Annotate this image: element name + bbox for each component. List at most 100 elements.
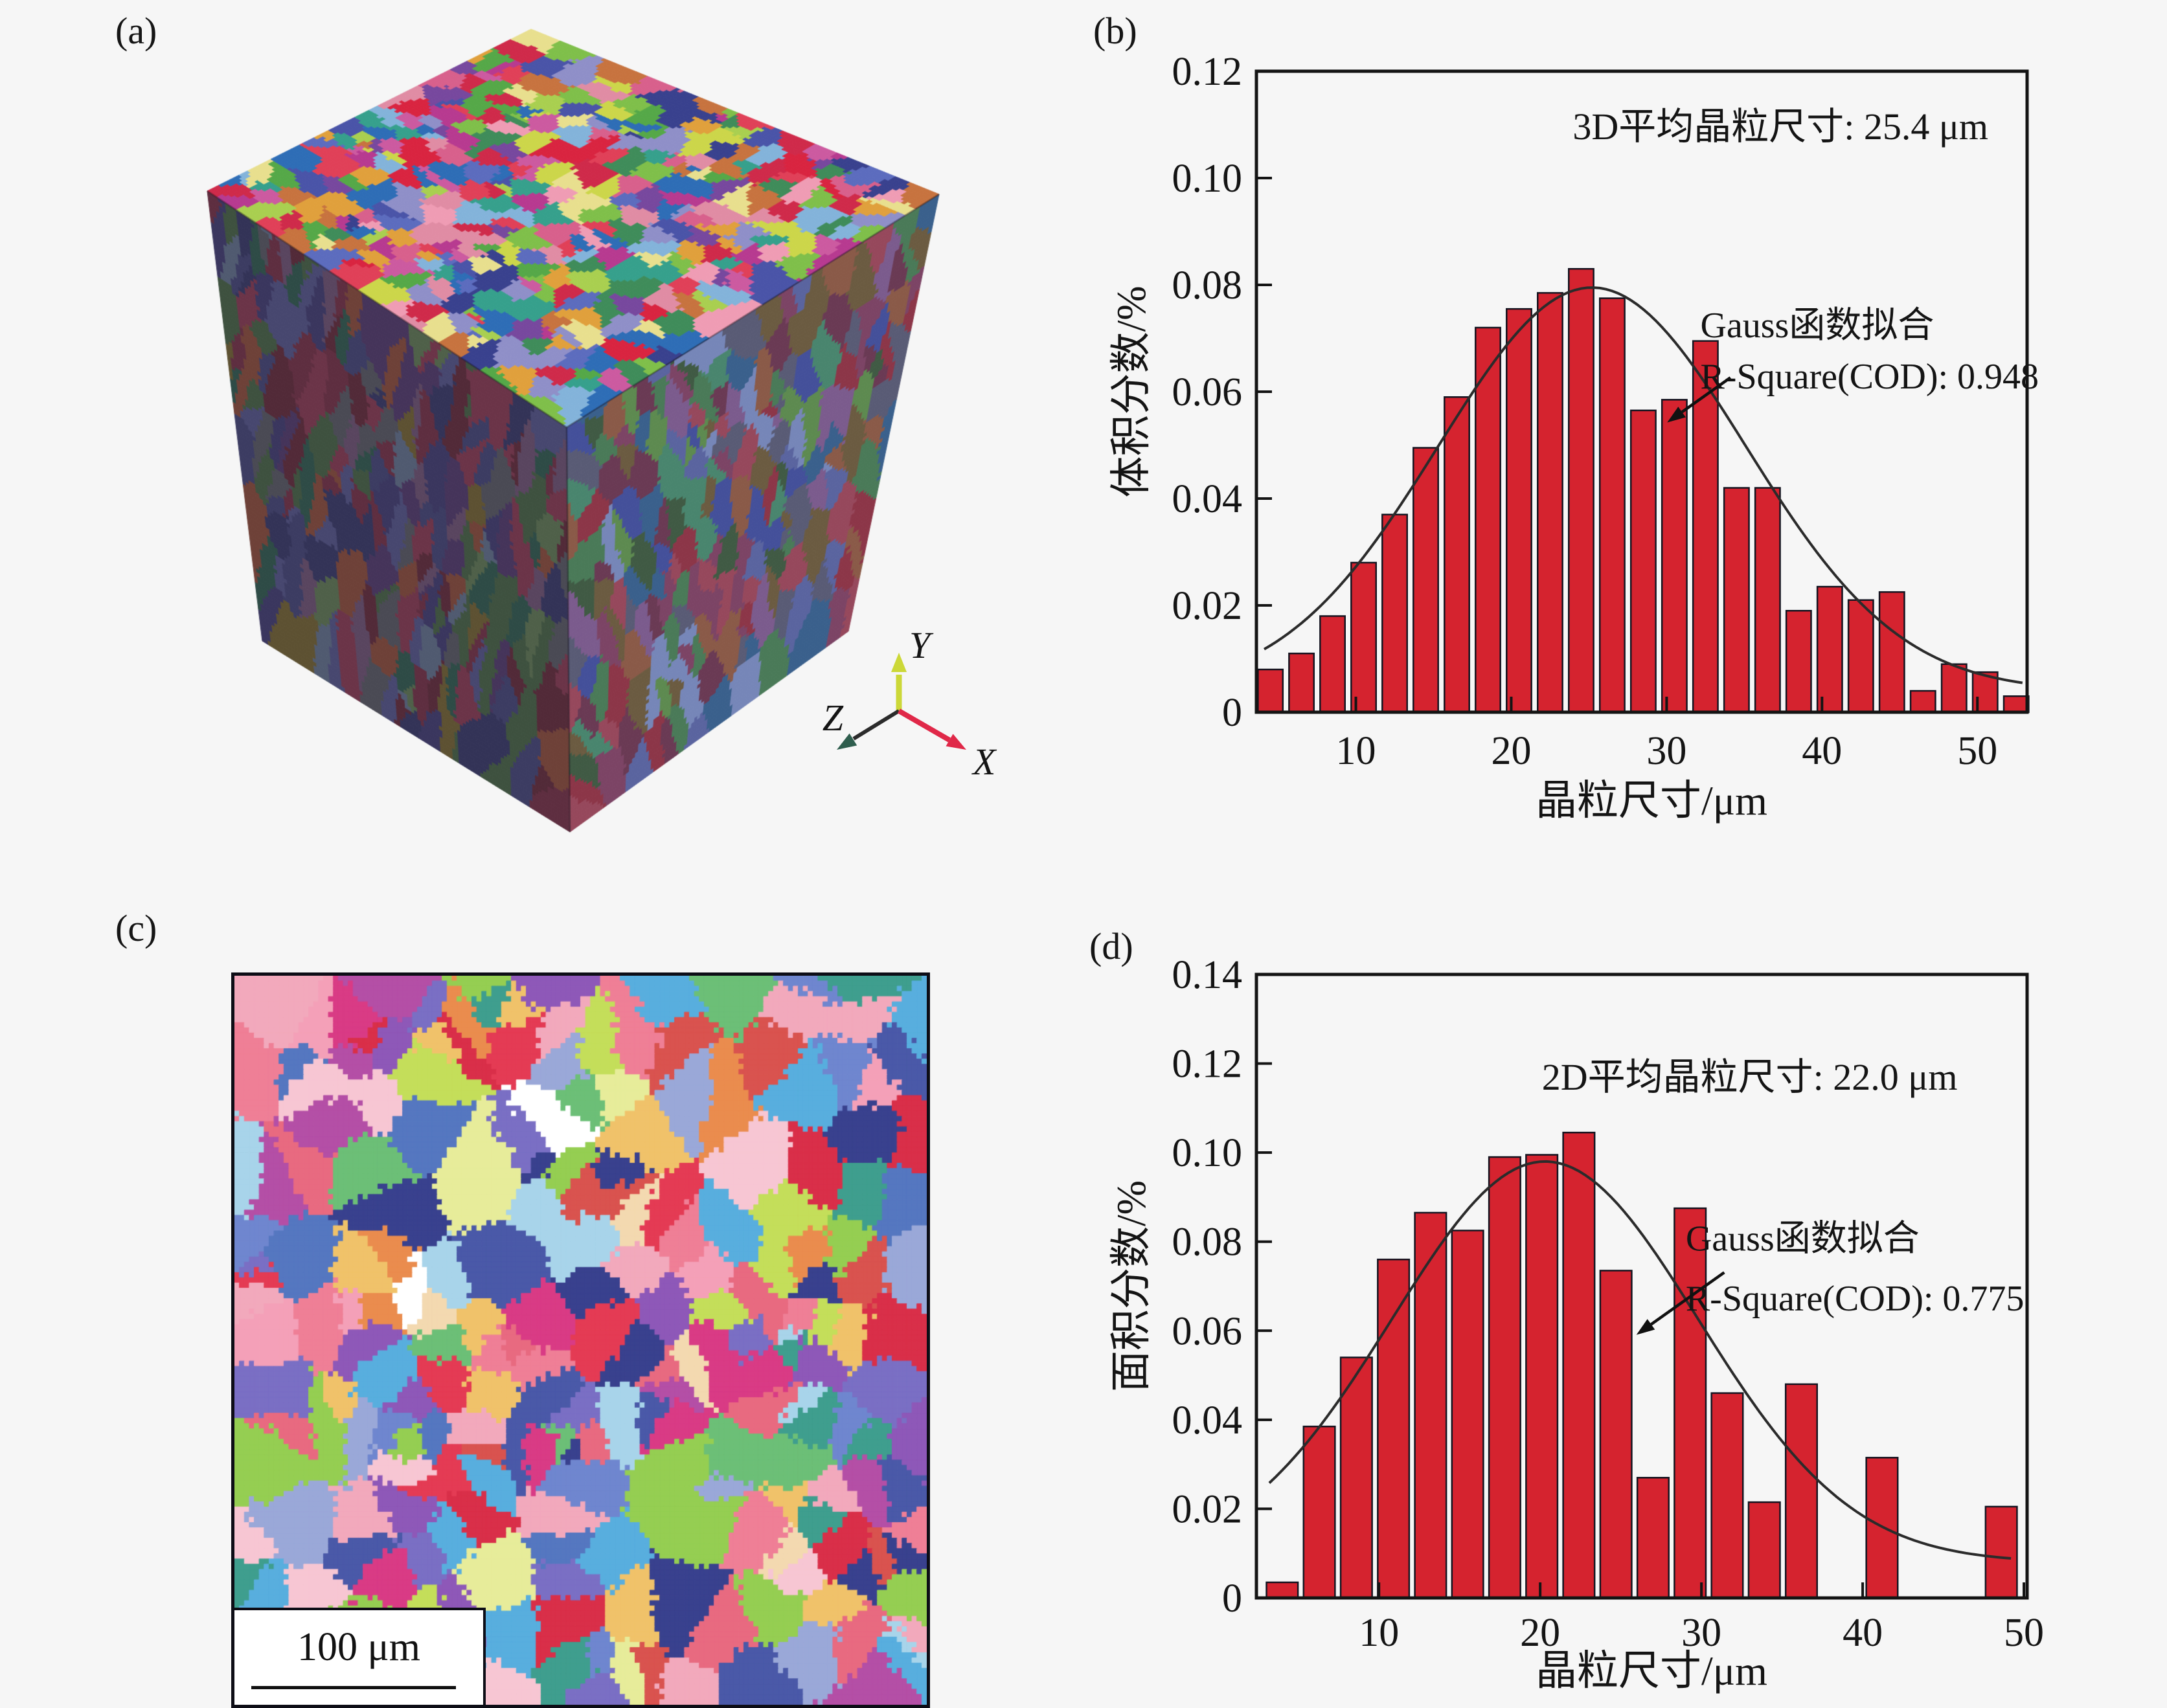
histogram-bar [1784, 1383, 1818, 1599]
fit-arrow-line [1681, 376, 1732, 414]
histogram-bar [1661, 399, 1688, 714]
z-axis-label: Z [823, 697, 844, 739]
xyz-axis-triad-icon: Y Z X [823, 624, 997, 783]
histogram-bar [1525, 1154, 1559, 1599]
y-tick-label: 0.08 [1172, 264, 1243, 308]
histogram-bar [1562, 1131, 1596, 1599]
histogram-bar [1488, 1156, 1521, 1599]
histogram-bar [1567, 268, 1594, 714]
y-tick-label: 0.04 [1172, 1399, 1243, 1443]
histogram-bar [1288, 653, 1315, 714]
y-tick-label: 0 [1222, 1577, 1242, 1621]
mean-grain-size-annotation: 3D平均晶粒尺寸: 25.4 μm [1572, 106, 1988, 148]
scale-bar-label: 100 μm [297, 1625, 420, 1669]
histogram-bar [1537, 292, 1563, 714]
histogram-bar [1257, 668, 1284, 714]
histogram-bar [1673, 1207, 1707, 1599]
histogram-bar [1710, 1392, 1744, 1599]
histogram-bar [1377, 1258, 1411, 1599]
histogram-bar [1265, 1581, 1299, 1599]
x-axis-title: 晶粒尺寸/μm [1536, 1648, 1767, 1694]
x-tick-label: 20 [1491, 729, 1531, 773]
histogram-bar [1350, 561, 1377, 714]
gauss-fit-curve [1268, 1160, 2012, 1560]
panel-a-label: (a) [115, 10, 157, 52]
scale-bar: 100 μm [234, 1608, 486, 1705]
histogram-bar [1984, 1505, 2018, 1599]
histogram-bar [2002, 695, 2030, 714]
histogram-bar [1414, 1211, 1447, 1599]
histogram-bar [1629, 409, 1657, 714]
x-tick-label: 30 [1646, 729, 1686, 773]
y-axis-title: 面积分数/% [1108, 1180, 1154, 1392]
grain-size-histogram-2d: 10 20 30 40 50 0 0.02 0.04 0.06 0.08 0.10 0.12 0.14 晶… [1108, 953, 2044, 1694]
histogram-bar [1319, 615, 1346, 714]
x-tick-label: 50 [2004, 1611, 2044, 1655]
histogram-bar [1785, 610, 1812, 714]
histogram-bar [1878, 591, 1905, 714]
fit-annotation-line2: R-Square(COD): 0.948 [1700, 357, 2039, 397]
fit-arrow-head [1636, 1319, 1655, 1335]
histogram-bar [1747, 1501, 1781, 1599]
histogram-bar [1451, 1230, 1484, 1599]
chart-frame [1254, 972, 2029, 1600]
y-tick-label: 0.10 [1172, 157, 1243, 201]
x-tick-label: 20 [1520, 1611, 1560, 1655]
y-axis-label: Y [909, 624, 934, 666]
x-tick-label: 10 [1359, 1611, 1399, 1655]
grain-map-2d-image [234, 976, 927, 1705]
histogram-bar [1816, 585, 1843, 714]
fit-arrow-line [1650, 1271, 1725, 1326]
y-tick-label: 0.10 [1172, 1131, 1243, 1175]
triad-arrowhead [837, 733, 857, 750]
x-tick-label: 50 [1957, 729, 1997, 773]
y-tick-label: 0.14 [1172, 953, 1243, 997]
y-axis-title: 体积分数/% [1108, 286, 1154, 497]
grain-structure-3d-cube [194, 13, 959, 848]
histogram-bar [1413, 447, 1439, 714]
mean-grain-size-annotation: 2D平均晶粒尺寸: 22.0 μm [1542, 1056, 1958, 1098]
histogram-bar [1339, 1356, 1373, 1599]
x-axis-arrow [898, 708, 951, 743]
histogram-bar [1506, 308, 1532, 714]
y-tick-label: 0.12 [1172, 1042, 1243, 1086]
histogram-bar [1381, 513, 1408, 714]
y-tick-label: 0.02 [1172, 1487, 1243, 1531]
panel-b-label: (b) [1093, 10, 1137, 52]
histogram-bar [1598, 297, 1626, 714]
fit-annotation-line1: Gauss函数拟合 [1686, 1219, 1920, 1259]
x-axis-title: 晶粒尺寸/μm [1536, 778, 1767, 824]
grain-map-2d: 100 μm [231, 972, 930, 1708]
triad-arrowhead [891, 653, 907, 672]
y-tick-label: 0.04 [1172, 477, 1243, 521]
panel-d-label: (d) [1089, 925, 1133, 967]
y-tick-label: 0.02 [1172, 584, 1243, 628]
histogram-bar [1302, 1425, 1336, 1599]
y-tick-label: 0.12 [1172, 50, 1243, 94]
histogram-bar [1909, 690, 1936, 714]
grain-size-histogram-3d: 10 20 30 40 50 0 0.02 0.04 0.06 0.08 0.10 0.12 晶粒尺寸/… [1108, 50, 2039, 824]
x-tick-label: 40 [1802, 729, 1842, 773]
histogram-bar [1444, 396, 1470, 714]
histogram-bar [1754, 487, 1781, 714]
fit-arrow-head [1667, 407, 1686, 423]
histogram-bar [1599, 1270, 1633, 1599]
x-tick-label: 10 [1336, 729, 1376, 773]
histogram-bar [1940, 663, 1968, 714]
histogram-bar [1723, 487, 1750, 714]
y-tick-label: 0 [1222, 691, 1242, 735]
x-tick-label: 30 [1681, 1611, 1721, 1655]
y-tick-label: 0.06 [1172, 1309, 1243, 1353]
y-tick-label: 0.06 [1172, 370, 1243, 414]
panel-c-label: (c) [115, 907, 157, 949]
scale-bar-line [251, 1686, 456, 1689]
triad-arrowhead [946, 734, 966, 750]
fit-annotation-line1: Gauss函数拟合 [1700, 306, 1934, 346]
x-tick-label: 40 [1843, 1611, 1883, 1655]
z-axis-arrow [852, 709, 900, 741]
y-tick-label: 0.08 [1172, 1220, 1243, 1264]
fit-annotation-line2: R-Square(COD): 0.775 [1686, 1279, 2025, 1319]
histogram-bar [1475, 326, 1501, 714]
gauss-fit-curve [1263, 286, 2023, 684]
histogram-bar [1847, 599, 1874, 714]
